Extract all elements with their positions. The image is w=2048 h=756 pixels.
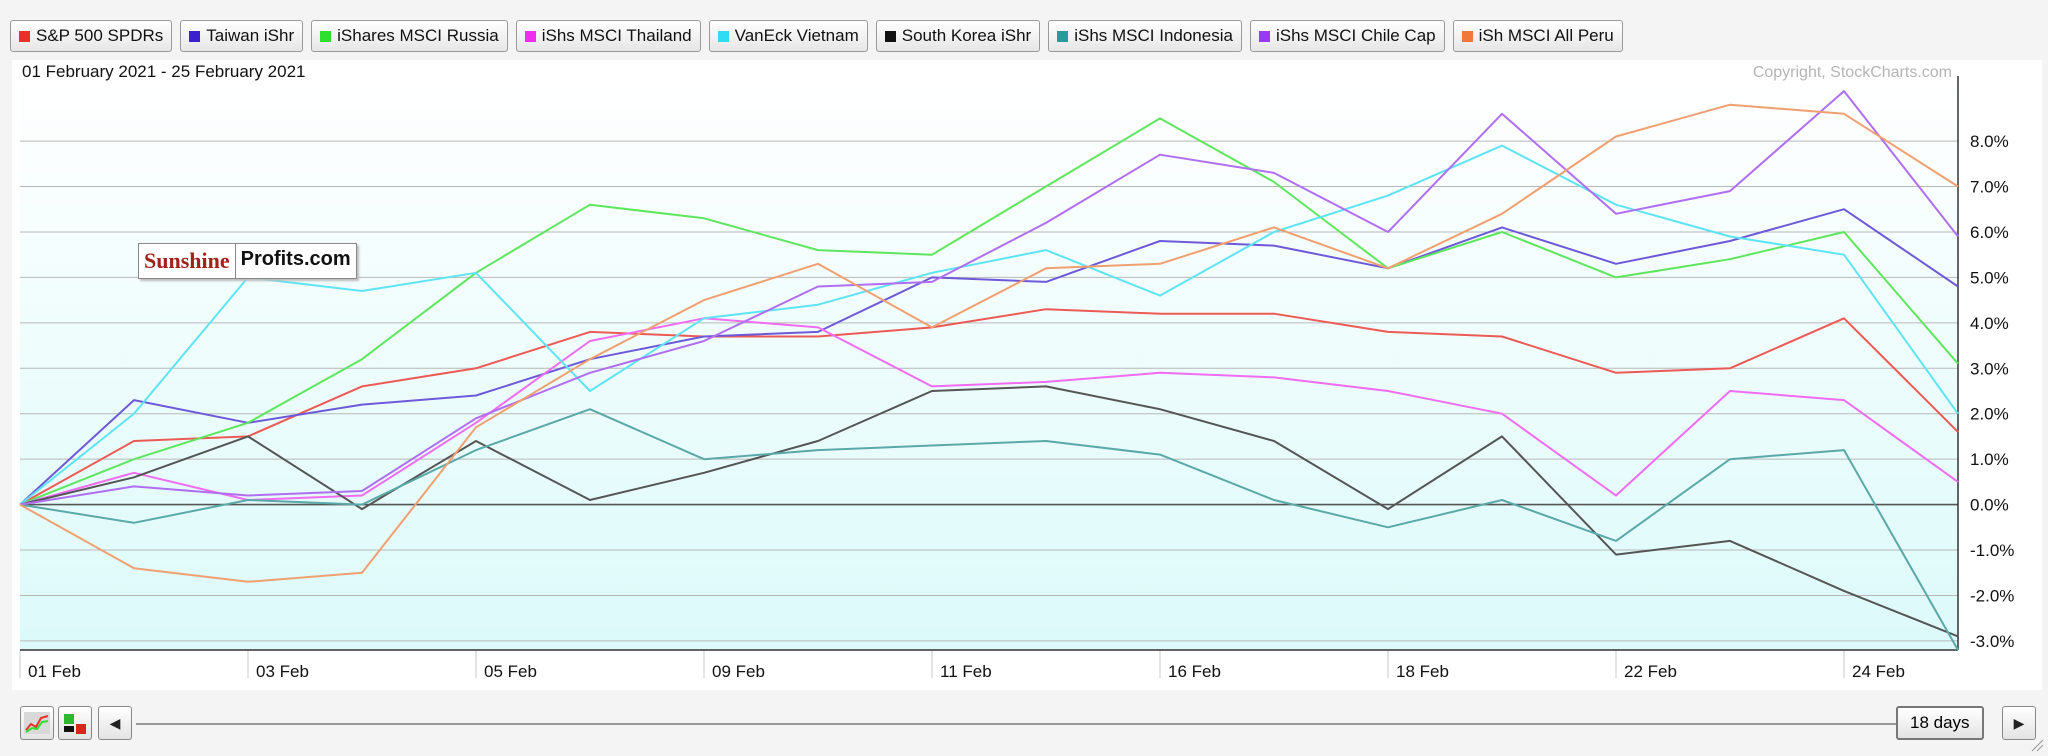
x-tick-label: 18 Feb bbox=[1396, 662, 1449, 681]
legend-swatch bbox=[19, 30, 30, 42]
y-tick-label: 7.0% bbox=[1970, 178, 2009, 197]
legend-label: Taiwan iShr bbox=[206, 26, 295, 45]
range-toolbar: ◀ 18 days ▶ bbox=[12, 702, 2042, 750]
chart: -3.0% -2.0% -1.0% 0.0% 1.0% 2.0% 3.0% 4.0% 5.0% 6… bbox=[19, 62, 2014, 681]
series-line bbox=[19, 385, 1959, 638]
logo-part-profits: Profits.com bbox=[240, 248, 351, 270]
sunshine-profits-logo: Sunshine Profits.com bbox=[138, 243, 357, 279]
line-chart-mode-button[interactable] bbox=[20, 706, 54, 740]
series-line bbox=[19, 308, 1959, 506]
y-tick-label: 8.0% bbox=[1970, 132, 2009, 151]
series-line bbox=[19, 408, 1959, 651]
legend-label: South Korea iShr bbox=[901, 26, 1032, 45]
y-tick-label: -1.0% bbox=[1970, 541, 2014, 560]
scroll-right-button[interactable]: ▶ bbox=[2002, 706, 2036, 740]
plot-background bbox=[20, 82, 1958, 650]
x-tick-label: 22 Feb bbox=[1624, 662, 1677, 681]
x-tick-label: 16 Feb bbox=[1168, 662, 1221, 681]
legend-item[interactable]: iShs MSCI Indonesia bbox=[1048, 20, 1242, 52]
y-tick-label: -3.0% bbox=[1970, 632, 2014, 651]
y-tick-label: 0.0% bbox=[1970, 496, 2009, 515]
legend-swatch bbox=[717, 30, 729, 42]
legend: S&P 500 SPDRs Taiwan iShr iShares MSCI Rus… bbox=[10, 20, 1623, 54]
bar-chart-icon bbox=[64, 714, 86, 734]
legend-swatch bbox=[524, 30, 536, 42]
series-line bbox=[19, 103, 1959, 583]
x-tick-label: 03 Feb bbox=[256, 662, 309, 681]
legend-swatch bbox=[189, 30, 201, 42]
legend-label: iShs MSCI Thailand bbox=[541, 26, 692, 45]
chart-area: -3.0% -2.0% -1.0% 0.0% 1.0% 2.0% 3.0% 4.0% 5.0% 6… bbox=[12, 60, 2042, 690]
series-line bbox=[19, 90, 1959, 506]
scroll-left-button[interactable]: ◀ bbox=[98, 706, 132, 740]
x-tick-label: 24 Feb bbox=[1852, 662, 1905, 681]
legend-item[interactable]: iShs MSCI Thailand bbox=[515, 20, 701, 52]
legend-label: VanEck Vietnam bbox=[734, 26, 859, 45]
bar-chart-mode-button[interactable] bbox=[58, 706, 92, 740]
copyright-label: Copyright, StockCharts.com bbox=[1753, 64, 1952, 81]
date-range-label: 01 February 2021 - 25 February 2021 bbox=[22, 62, 306, 81]
legend-swatch bbox=[1461, 30, 1473, 42]
series-line bbox=[19, 117, 1959, 506]
legend-item[interactable]: iShs MSCI Chile Cap bbox=[1249, 20, 1445, 52]
legend-item[interactable]: iShares MSCI Russia bbox=[311, 20, 508, 52]
y-tick-label: 3.0% bbox=[1970, 359, 2009, 378]
legend-label: iShs MSCI Indonesia bbox=[1074, 26, 1233, 45]
resize-grip-icon[interactable] bbox=[2030, 738, 2044, 752]
date-range-slider-track[interactable] bbox=[136, 723, 1906, 725]
x-tick-label: 01 Feb bbox=[28, 662, 81, 681]
y-tick-label: 1.0% bbox=[1970, 450, 2009, 469]
y-tick-label: 5.0% bbox=[1970, 268, 2009, 287]
legend-label: iSh MSCI All Peru bbox=[1478, 26, 1614, 45]
x-tick-label: 05 Feb bbox=[484, 662, 537, 681]
legend-label: iShares MSCI Russia bbox=[337, 26, 499, 45]
y-tick-label: 6.0% bbox=[1970, 223, 2009, 242]
legend-item[interactable]: iSh MSCI All Peru bbox=[1452, 20, 1623, 52]
logo-part-sunshine: Sunshine bbox=[139, 244, 236, 278]
y-tick-label: -2.0% bbox=[1970, 586, 2014, 605]
legend-label: iShs MSCI Chile Cap bbox=[1275, 26, 1436, 45]
line-chart-icon bbox=[24, 712, 50, 734]
legend-swatch bbox=[1057, 30, 1069, 42]
x-tick-label: 09 Feb bbox=[712, 662, 765, 681]
x-tick-label: 11 Feb bbox=[940, 662, 992, 681]
series-line bbox=[19, 208, 1959, 506]
period-days-button[interactable]: 18 days bbox=[1896, 706, 1984, 740]
y-tick-label: 4.0% bbox=[1970, 314, 2009, 333]
y-tick-label: 2.0% bbox=[1970, 405, 2009, 424]
legend-item[interactable]: VanEck Vietnam bbox=[708, 20, 868, 52]
legend-item[interactable]: S&P 500 SPDRs bbox=[10, 20, 173, 52]
legend-label: S&P 500 SPDRs bbox=[36, 26, 164, 45]
legend-item[interactable]: Taiwan iShr bbox=[180, 20, 304, 52]
legend-swatch bbox=[320, 30, 332, 42]
legend-item[interactable]: South Korea iShr bbox=[875, 20, 1041, 52]
legend-swatch bbox=[884, 30, 896, 42]
legend-swatch bbox=[1258, 30, 1270, 42]
